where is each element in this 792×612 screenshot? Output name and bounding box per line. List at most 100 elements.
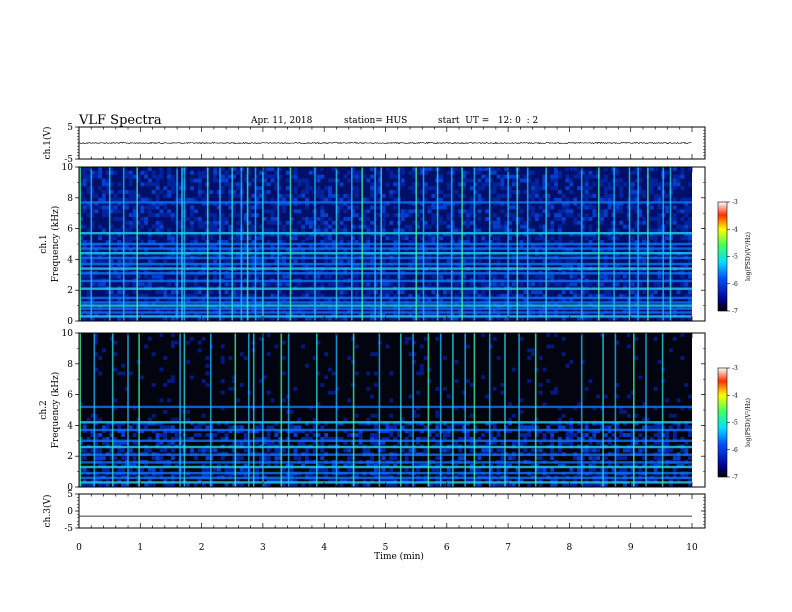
ch2-spectrogram-cell: [190, 436, 194, 441]
ch1-spectrogram-cell: [366, 209, 371, 214]
ch2-spectrogram-cell: [557, 436, 562, 441]
ch1-spectrogram-cell: [232, 236, 237, 241]
ch2-spectrogram-cell: [232, 448, 237, 453]
ch2-spectrogram-cell: [419, 367, 424, 372]
ch1-spectrogram-cell: [427, 224, 432, 229]
ch1-spectrogram-cell: [546, 317, 551, 321]
ch1-spectrogram-cell: [416, 213, 420, 218]
ch1-spectrogram-cell: [220, 220, 225, 225]
ch1-spectrogram-cell: [316, 228, 321, 233]
ch2-spectrogram-cell: [419, 344, 424, 349]
ch1-spectrogram-cell: [542, 182, 547, 187]
ch1-spectrogram-cell: [680, 224, 685, 229]
ch1-spectrogram-cell: [328, 178, 332, 183]
ch1-spectrogram-cell: [496, 217, 501, 221]
ch1-spectrogram-cell: [550, 236, 555, 241]
ch2-spectrogram-cell: [653, 336, 658, 341]
ch1-spectrogram-cell: [293, 317, 298, 321]
ch2-spectrogram-cell: [159, 456, 164, 461]
ch1-spectrogram-cell: [105, 240, 110, 244]
ch1-spectrogram-cell: [128, 190, 133, 194]
ch2-spectrogram-cell: [488, 467, 493, 472]
ch1-spectrogram-cell: [473, 224, 478, 229]
ch1-spectrogram-cell: [159, 174, 164, 179]
ch1-spectrogram-cell: [504, 244, 509, 248]
ch1-spectrogram-cell: [339, 274, 344, 279]
ch1-spectrogram-cell: [270, 167, 275, 171]
ch1-spectrogram-cell: [140, 294, 145, 298]
ch2-spectrogram-cell: [653, 456, 658, 461]
ch1-spectrogram-cell: [473, 170, 478, 175]
ch1-spectrogram-cell: [124, 220, 129, 225]
ch2-spectrogram-cell: [638, 467, 643, 472]
ch1-spectrogram-cell: [684, 224, 689, 229]
ch2-spectrogram-cell: [190, 448, 194, 453]
ch1-spectrogram-cell: [370, 317, 375, 321]
ch2-spectrogram-cell: [634, 483, 639, 487]
ch2-spectrogram-cell: [630, 390, 635, 395]
ch2-spectrogram-cell: [293, 448, 298, 453]
ch1-spectrogram-cell: [167, 167, 171, 171]
ch1-spectrogram-cell: [542, 209, 547, 214]
ch1-spectrogram-cell: [170, 317, 175, 321]
ch1-spectrogram-cell: [339, 317, 344, 321]
ch1-spectrogram-cell: [504, 317, 509, 321]
ch1-spectrogram-cell: [132, 193, 137, 198]
ch1-spectrogram-cell: [492, 167, 497, 171]
ch1-spectrogram-cell: [446, 170, 451, 175]
ch1-spectrogram-cell: [86, 178, 91, 183]
ch2-spectrogram-cell: [642, 417, 647, 422]
ch2-spectrogram-cell: [626, 333, 631, 337]
ch2-spectrogram-cell: [603, 433, 608, 437]
ch1-spectrogram-cell: [331, 178, 336, 183]
ch2-spectrogram-cell: [113, 440, 118, 445]
ch1-spectrogram-cell: [117, 217, 122, 221]
ch1-spectrogram-cell: [565, 259, 570, 264]
ch1-spectrogram-cell: [649, 236, 654, 241]
ch1-spectrogram-cell: [328, 236, 332, 241]
ch1-spectrogram-cell: [335, 259, 340, 264]
ch2-spectrogram-cell: [623, 448, 627, 453]
ch1-spectrogram-cell: [431, 186, 436, 191]
ch1-spectrogram-cell: [462, 186, 466, 191]
ch1-spectrogram-cell: [665, 170, 670, 175]
ch1-spectrogram-cell: [504, 228, 509, 233]
ch2-spectrogram-cell: [400, 448, 405, 453]
ch2-spectrogram-cell: [262, 375, 267, 380]
ch1-spectrogram-cell: [178, 220, 183, 225]
ch1-spectrogram-cell: [155, 228, 160, 233]
ch1-spectrogram-cell: [374, 205, 378, 210]
ch1-spectrogram-cell: [569, 178, 574, 183]
y-tick-label: 0: [67, 317, 73, 327]
ch1-spectrogram-cell: [90, 186, 95, 191]
ch2-spectrogram-cell: [132, 440, 137, 445]
ch2-spectrogram-cell: [163, 383, 168, 387]
ch1-spectrogram-cell: [557, 236, 562, 241]
ch1-spectrogram-cell: [458, 282, 463, 287]
ch1-spectrogram-cell: [193, 236, 198, 241]
ch1-spectrogram-cell: [105, 297, 110, 302]
ch1-spectrogram-cell: [485, 297, 489, 302]
ch1-spectrogram-cell: [228, 228, 233, 233]
ch1-spectrogram-cell: [197, 190, 202, 194]
ch1-spectrogram-cell: [450, 213, 455, 218]
ch1-spectrogram-cell: [159, 224, 164, 229]
ch1-spectrogram-cell: [416, 220, 420, 225]
ch2-spectrogram-cell: [289, 483, 294, 487]
ch2-spectrogram-burst: [93, 333, 96, 487]
ch2-spectrogram-cell: [523, 448, 528, 453]
ch2-spectrogram-cell: [90, 448, 95, 453]
ch1-spectrogram-cell: [458, 274, 463, 279]
ch1-spectrogram-cell: [374, 217, 378, 221]
ch2-spectrogram-cell: [159, 433, 164, 437]
ch2-spectrogram-cell: [615, 340, 620, 345]
ch2-spectrogram-cell: [550, 433, 555, 437]
ch1-spectrogram-cell: [427, 282, 432, 287]
ch1-spectrogram-cell: [167, 174, 171, 179]
ch1-spectrogram-cell: [584, 282, 589, 287]
ch1-spectrogram-cell: [358, 170, 363, 175]
ch1-spectrogram-cell: [282, 228, 286, 233]
ch2-spectrogram-cell: [320, 383, 325, 387]
ch1-spectrogram-cell: [519, 244, 524, 248]
ch1-spectrogram-cell: [282, 317, 286, 321]
